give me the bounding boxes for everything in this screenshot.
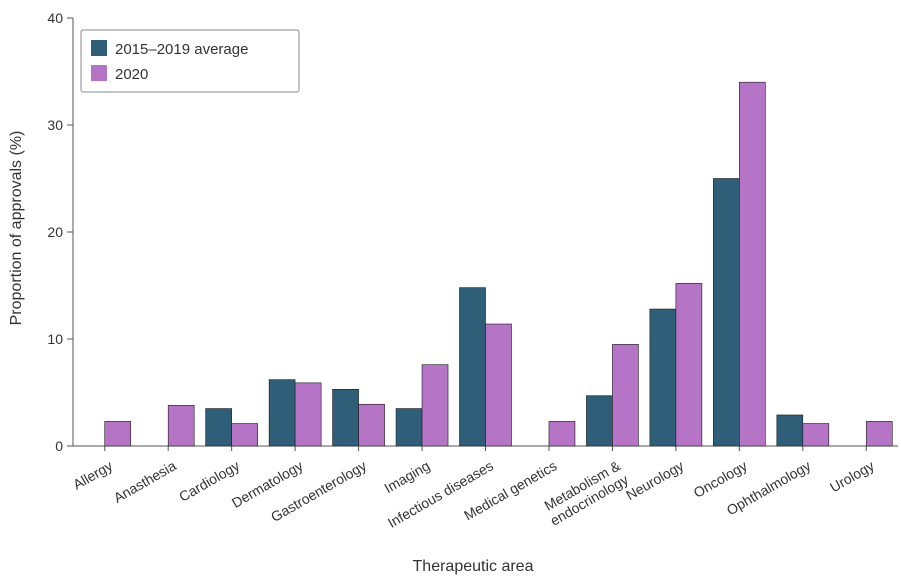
x-tick-label-group: Infectious diseases [385,457,496,530]
bar-2020 [865,421,893,447]
bar-average [205,408,232,447]
bars [104,81,893,447]
x-tick-label: Urology [827,457,877,495]
bar-2020 [802,423,830,447]
bar-average [776,414,804,447]
x-tick-label: Allergy [70,457,115,492]
bar-2020 [421,364,449,447]
legend-swatch-average [91,40,107,56]
bar-2020 [612,344,639,447]
bar-2020 [485,323,512,447]
bar-average [395,408,423,447]
x-tick-label-group: Anasthesia [111,457,179,506]
legend: 2015–2019 average 2020 [80,29,300,93]
y-axis-title: Proportion of approvals (%) [8,131,25,326]
bar-average [268,379,296,447]
y-tick-label: 10 [47,331,63,347]
legend-swatch-2020 [91,65,107,81]
legend-label-average: 2015–2019 average [115,41,248,58]
bar-2020 [739,81,766,447]
bar-2020 [294,382,322,447]
y-tick-label: 20 [47,224,63,240]
bar-2020 [358,403,385,447]
bar-2020 [675,283,703,447]
y-tick-label: 0 [55,438,63,454]
bar-average [649,308,677,447]
y-tick-label: 30 [47,117,63,133]
bar-2020 [231,423,258,447]
x-tick-label-group: Allergy [70,457,115,492]
x-tick-label-group: Urology [827,457,877,495]
x-tick-label-group: Neurology [623,457,686,503]
x-tick-label-group: Imaging [381,457,432,496]
x-tick-label: Infectious diseases [385,457,496,530]
bar-average [459,287,486,447]
bar-2020 [548,421,576,447]
legend-box [80,29,300,93]
bar-average [586,395,613,447]
bar-2020 [104,421,132,447]
legend-label-2020: 2020 [115,66,148,83]
y-axis: 0 10 20 30 40 [47,10,74,454]
bar-average [713,178,740,447]
bar-2020 [167,405,195,447]
bar-average [332,388,359,447]
x-tick-label: Anasthesia [111,457,179,506]
x-tick-label: Neurology [623,457,686,503]
x-axis-title: Therapeutic area [413,558,534,575]
y-tick-label: 40 [47,10,63,26]
x-tick-label: Imaging [381,457,432,496]
x-axis: AllergyAnasthesiaCardiologyDermatologyGa… [70,445,898,531]
